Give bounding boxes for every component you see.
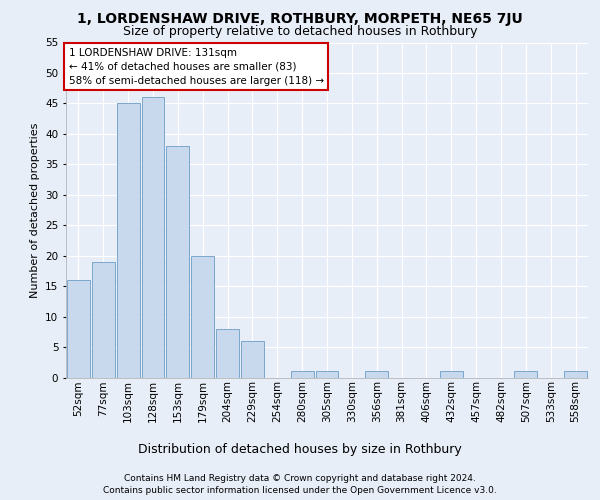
Bar xyxy=(142,98,164,378)
Bar xyxy=(241,341,264,378)
Bar xyxy=(191,256,214,378)
Text: 1, LORDENSHAW DRIVE, ROTHBURY, MORPETH, NE65 7JU: 1, LORDENSHAW DRIVE, ROTHBURY, MORPETH, … xyxy=(77,12,523,26)
Text: Size of property relative to detached houses in Rothbury: Size of property relative to detached ho… xyxy=(123,25,477,38)
Bar xyxy=(291,372,314,378)
Bar xyxy=(166,146,189,378)
Bar xyxy=(67,280,90,378)
Bar xyxy=(216,329,239,378)
Bar xyxy=(514,372,537,378)
Text: Contains public sector information licensed under the Open Government Licence v3: Contains public sector information licen… xyxy=(103,486,497,495)
Text: 1 LORDENSHAW DRIVE: 131sqm
← 41% of detached houses are smaller (83)
58% of semi: 1 LORDENSHAW DRIVE: 131sqm ← 41% of deta… xyxy=(68,48,324,86)
Bar xyxy=(316,372,338,378)
Y-axis label: Number of detached properties: Number of detached properties xyxy=(29,122,40,298)
Text: Distribution of detached houses by size in Rothbury: Distribution of detached houses by size … xyxy=(138,442,462,456)
Bar xyxy=(92,262,115,378)
Bar xyxy=(117,104,140,378)
Bar xyxy=(564,372,587,378)
Bar xyxy=(365,372,388,378)
Bar xyxy=(440,372,463,378)
Text: Contains HM Land Registry data © Crown copyright and database right 2024.: Contains HM Land Registry data © Crown c… xyxy=(124,474,476,483)
